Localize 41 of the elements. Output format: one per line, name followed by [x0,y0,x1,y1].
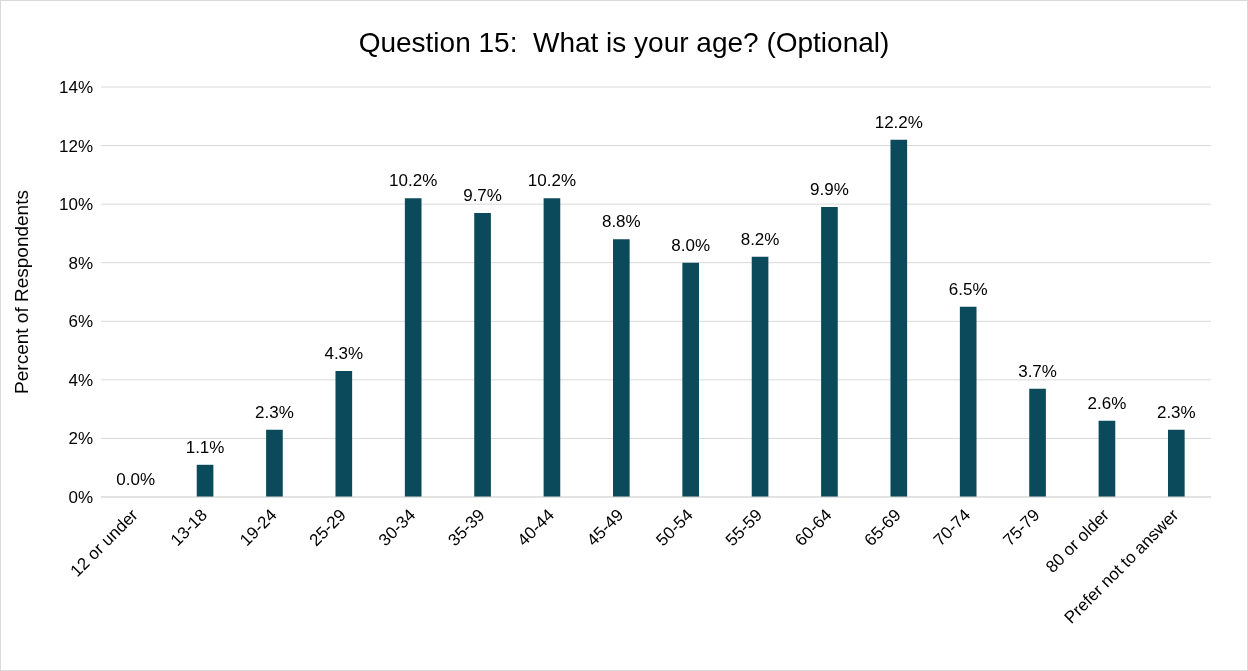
bar [404,198,422,497]
y-tick-label: 2% [68,429,93,449]
bar [751,256,769,497]
data-label: 2.6% [1087,393,1127,413]
bar [335,371,353,497]
data-label: 10.2% [527,171,577,191]
bar [543,198,561,497]
bar [890,139,908,497]
data-label: 8.2% [740,229,780,249]
y-tick-label: 0% [68,488,93,508]
data-label: 6.5% [948,279,988,299]
bar [474,212,491,497]
data-label: 9.9% [810,180,849,200]
bar [266,429,283,497]
bar [682,262,700,497]
y-tick-label: 6% [68,312,93,332]
data-label: 4.3% [324,344,364,364]
data-label: 9.7% [463,185,502,205]
y-tick-label: 8% [68,253,93,273]
data-label: 2.3% [255,402,294,422]
bar [1167,429,1185,497]
data-label: 10.2% [389,171,438,191]
y-tick-label: 10% [58,195,93,215]
bar [1098,420,1116,497]
data-label: 3.7% [1018,361,1057,381]
chart-title: Question 15: What is your age? (Optional) [357,27,891,60]
bar [821,207,838,497]
data-label: 0.0% [116,469,156,489]
data-label: 12.2% [874,112,923,132]
bar [612,239,630,497]
data-label: 2.3% [1156,402,1196,422]
y-tick-label: 4% [68,370,93,390]
data-label: 8.0% [671,235,711,255]
bar [196,464,214,497]
bar [959,306,977,497]
data-label: 1.1% [185,437,225,457]
data-label: 8.8% [601,212,641,232]
y-axis-title: Percent of Respondents [10,190,32,394]
y-tick-label: 12% [58,136,93,156]
y-tick-label: 14% [58,78,93,98]
bar [1029,388,1046,497]
